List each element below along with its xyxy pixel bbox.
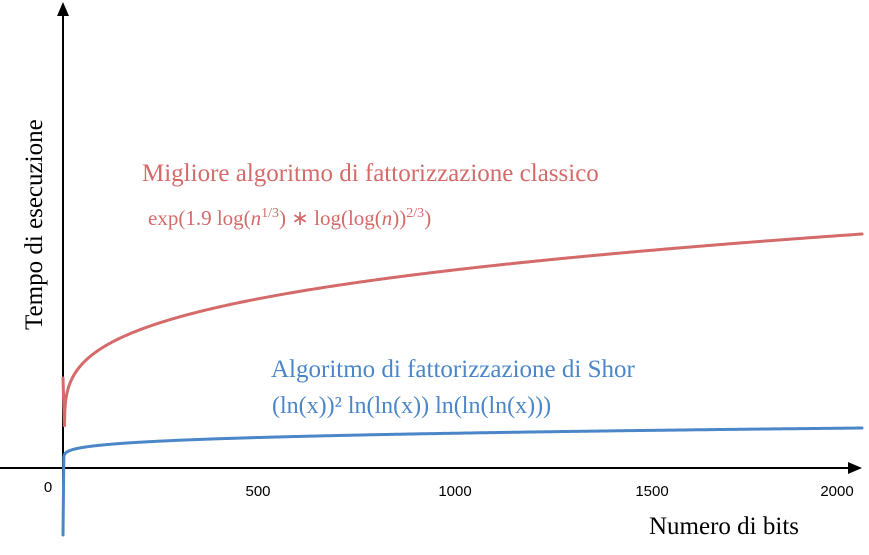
x-tick-label: 1500 — [635, 483, 668, 500]
y-axis-arrow — [57, 2, 69, 16]
series-label-shor: Algoritmo di fattorizzazione di Shor — [271, 356, 635, 383]
y-axis-title: Tempo di esecuzione — [21, 119, 48, 330]
series-line-shor — [61, 426, 864, 537]
x-axis-title: Numero di bits — [649, 513, 799, 540]
series-line-classical — [61, 232, 864, 427]
series-formula-classical: exp(1.9 log(n1/3) ∗ log(log(n))2/3) — [148, 206, 431, 230]
x-tick-label: 1000 — [438, 483, 471, 500]
x-tick-label: 2000 — [820, 483, 853, 500]
series-formula-shor: (ln(x))² ln(ln(x)) ln(ln(ln(x))) — [272, 393, 551, 419]
x-tick-label: 0 — [44, 479, 52, 496]
series-label-classical: Migliore algoritmo di fattorizzazione cl… — [142, 160, 599, 187]
x-axis-arrow — [848, 462, 862, 474]
x-tick-label: 500 — [245, 483, 270, 500]
